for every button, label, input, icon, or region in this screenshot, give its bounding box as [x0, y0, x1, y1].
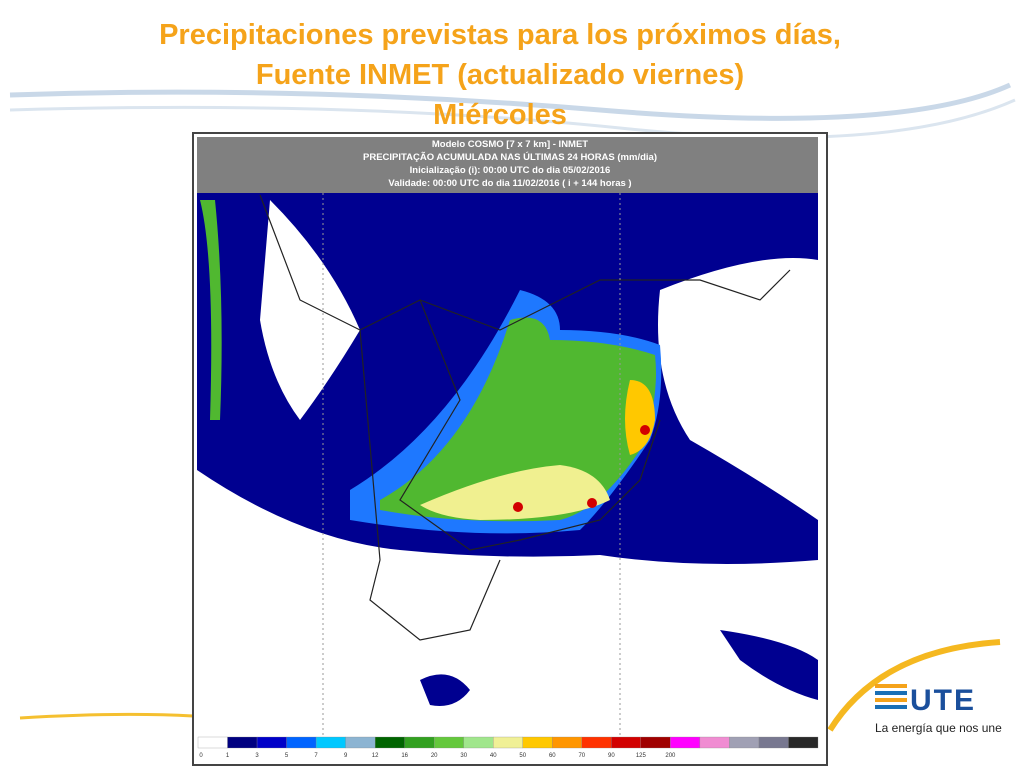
- rain-area: [625, 380, 655, 455]
- colorbar-swatch: [640, 736, 671, 749]
- colorbar-label: 1: [226, 753, 230, 759]
- dry-area: [658, 258, 818, 520]
- logo: UTE La energía que nos une: [875, 684, 1002, 735]
- logo-stripe: [875, 684, 907, 688]
- colorbar-swatch: [522, 736, 553, 749]
- title-line: Fuente INMET (actualizado viernes): [256, 59, 744, 91]
- title-line: Precipitaciones previstas para los próxi…: [159, 19, 841, 51]
- rain-area: [380, 317, 656, 522]
- rain-area: [640, 425, 650, 435]
- logo-stripe: [875, 698, 907, 702]
- colorbar-label: 20: [431, 753, 438, 759]
- colorbar-swatch: [227, 736, 258, 749]
- colorbar-swatch: [256, 736, 287, 749]
- colorbar-label: 70: [578, 753, 585, 759]
- map-info: Validade: 00:00 UTC do dia 11/02/2016 ( …: [388, 178, 631, 189]
- colorbar-label: 200: [665, 753, 676, 759]
- map-info: Inicialização (i): 00:00 UTC do dia 05/0…: [410, 165, 611, 176]
- map-info-band: [197, 137, 818, 193]
- colorbar-label: 125: [636, 753, 647, 759]
- border-line: [259, 194, 791, 641]
- rain-area: [513, 502, 523, 512]
- colorbar-swatch: [374, 736, 405, 749]
- colorbar-label: 50: [519, 753, 526, 759]
- logo-brand: UTE: [910, 684, 976, 717]
- colorbar-swatch: [552, 736, 582, 749]
- colorbar-swatch: [404, 736, 435, 749]
- colorbar-label: 5: [285, 753, 289, 759]
- decor-swoosh: [9, 98, 1016, 139]
- decor-swoosh: [9, 82, 1012, 121]
- colorbar-swatch: [286, 736, 317, 749]
- colorbar-swatch: [345, 736, 376, 749]
- colorbar-label: 40: [490, 753, 497, 759]
- dry-area: [197, 480, 430, 762]
- dry-area: [260, 200, 360, 420]
- colorbar-swatch: [788, 736, 819, 749]
- colorbar-label: 12: [372, 753, 379, 759]
- colorbar-swatch: [611, 736, 642, 749]
- map-info: Modelo COSMO [7 x 7 km] - INMET: [432, 139, 588, 150]
- colorbar-swatch: [699, 736, 730, 749]
- colorbar-swatch: [670, 736, 701, 749]
- colorbar-swatch: [493, 736, 523, 749]
- colorbar-label: 0: [199, 753, 203, 759]
- colorbar-swatch: [434, 736, 464, 749]
- title-line: Miércoles: [433, 99, 567, 131]
- colorbar-swatch: [758, 736, 789, 749]
- decor-swoosh: [19, 712, 194, 720]
- colorbar-label: 30: [460, 753, 467, 759]
- colorbar-swatch: [463, 736, 494, 749]
- dry-area: [430, 560, 818, 762]
- colorbar-swatch: [197, 736, 228, 749]
- rain-area: [720, 630, 818, 700]
- colorbar: 0 1 3 5 7 9 12 16 20 30 40 50 60 70 90 125 200: [197, 736, 819, 759]
- colorbar-label: 60: [549, 753, 556, 759]
- colorbar-label: 90: [608, 753, 615, 759]
- logo-stripe: [875, 691, 907, 695]
- map-info: PRECIPITAÇÃO ACUMULADA NAS ÚLTIMAS 24 HO…: [363, 151, 657, 163]
- rain-area: [420, 674, 470, 706]
- colorbar-label: 7: [314, 753, 318, 759]
- colorbar-label: 9: [344, 753, 348, 759]
- colorbar-swatch: [581, 736, 612, 749]
- logo-stripe: [875, 705, 907, 709]
- rain-area: [420, 465, 610, 520]
- rain-area: [587, 498, 597, 508]
- colorbar-label: 3: [255, 753, 259, 759]
- decor-swoosh: [827, 639, 1001, 732]
- logo-tagline: La energía que nos une: [875, 721, 1002, 735]
- colorbar-swatch: [729, 736, 760, 749]
- colorbar-label: 16: [401, 753, 408, 759]
- map: Modelo COSMO [7 x 7 km] - INMET PRECIPIT…: [192, 132, 828, 766]
- colorbar-swatch: [315, 736, 346, 749]
- rain-area: [200, 200, 222, 420]
